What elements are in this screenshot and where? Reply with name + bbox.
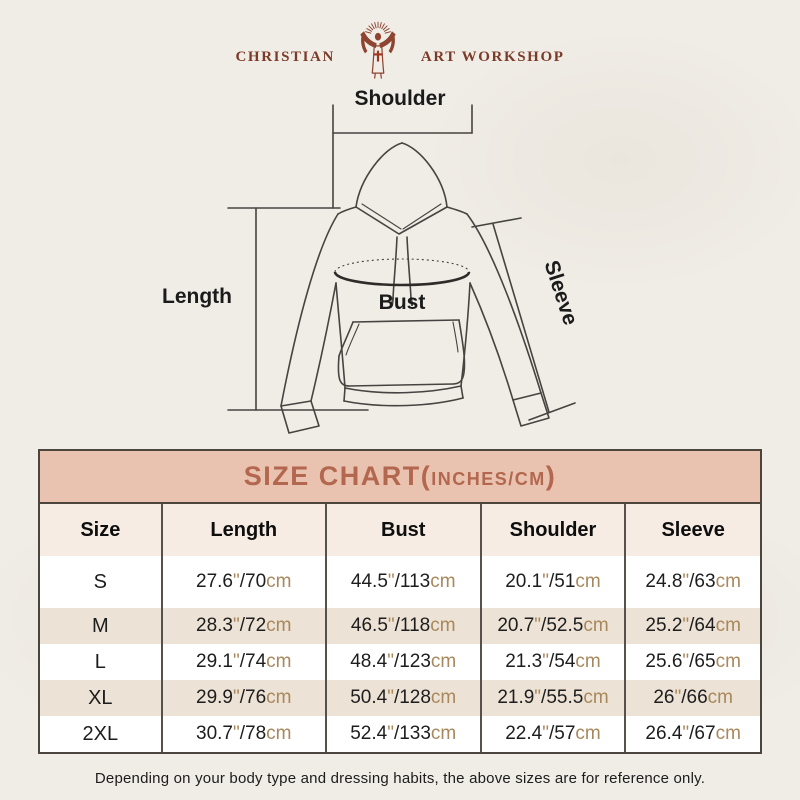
length-measurement: 28.3"/72cm — [160, 608, 326, 644]
size-disclaimer: Depending on your body type and dressing… — [94, 770, 706, 787]
sleeve-measurement: 24.8"/63cm — [624, 556, 760, 608]
sleeve-measurement: 26"/66cm — [624, 680, 760, 716]
size-row-l: L 29.1"/74cm 48.4"/123cm 21.3"/54cm 25.6"/65… — [40, 644, 760, 680]
shoulder-measurement: 20.1"/51cm — [479, 556, 626, 608]
column-header-size: Size — [40, 504, 162, 556]
size-chart-title-unit: INCHES/CM — [431, 469, 546, 489]
size-row-s: S 27.6"/70cm 44.5"/113cm 20.1"/51cm 24.8"/63… — [40, 556, 760, 608]
column-header-bust: Bust — [324, 504, 481, 556]
size-row-2xl: 2XL 30.7"/78cm 52.4"/133cm 22.4"/57cm 26.4"/… — [40, 716, 760, 752]
sleeve-measurement: 26.4"/67cm — [624, 716, 760, 752]
sleeve-measurement: 25.2"/64cm — [624, 608, 760, 644]
column-header-shoulder: Shoulder — [479, 504, 626, 556]
size-label: M — [92, 614, 109, 637]
shoulder-measurement: 21.3"/54cm — [479, 644, 626, 680]
size-chart: SIZE CHART( INCHES/CM ) Size Length Bust… — [38, 449, 762, 754]
length-measurement: 29.1"/74cm — [160, 644, 326, 680]
shoulder-measurement: 21.9"/55.5cm — [479, 680, 626, 716]
size-label: 2XL — [82, 722, 119, 745]
brand-logo: CHRISTIAN — [0, 14, 800, 86]
length-measurement: 29.9"/76cm — [160, 680, 326, 716]
bust-measurement: 46.5"/118cm — [324, 608, 481, 644]
jesus-figure-icon — [344, 17, 412, 83]
size-chart-title-main: SIZE CHART( — [243, 461, 432, 491]
size-chart-title: SIZE CHART( INCHES/CM ) — [40, 451, 760, 504]
size-label: L — [94, 650, 106, 673]
hoodie-measurement-diagram: Shoulder Length Bust Sleeve — [0, 85, 800, 449]
column-header-sleeve: Sleeve — [624, 504, 760, 556]
bust-measurement: 52.4"/133cm — [324, 716, 481, 752]
brand-name-right: ART WORKSHOP — [420, 48, 565, 65]
bust-measurement: 48.4"/123cm — [324, 644, 481, 680]
shoulder-measurement: 20.7"/52.5cm — [479, 608, 626, 644]
size-row-xl: XL 29.9"/76cm 50.4"/128cm 21.9"/55.5cm 26"/6… — [40, 680, 760, 716]
sleeve-measurement: 25.6"/65cm — [624, 644, 760, 680]
length-dimension-label: Length — [162, 285, 232, 308]
hoodie-line-drawing — [227, 104, 576, 434]
size-table-body: S 27.6"/70cm 44.5"/113cm 20.1"/51cm 24.8"/63… — [40, 556, 760, 752]
length-measurement: 30.7"/78cm — [160, 716, 326, 752]
size-table-header-row: Size Length Bust Shoulder Sleeve — [40, 504, 760, 556]
length-measurement: 27.6"/70cm — [160, 556, 326, 608]
size-label: XL — [88, 686, 113, 709]
shoulder-measurement: 22.4"/57cm — [479, 716, 626, 752]
column-header-length: Length — [160, 504, 326, 556]
bust-dimension-label: Bust — [378, 291, 426, 314]
shoulder-dimension-label: Shoulder — [354, 87, 446, 110]
size-label: S — [93, 570, 107, 593]
brand-name-left: CHRISTIAN — [235, 48, 335, 65]
size-row-m: M 28.3"/72cm 46.5"/118cm 20.7"/52.5cm 25.2"/… — [40, 608, 760, 644]
size-table: Size Length Bust Shoulder Sleeve S 27.6"/… — [40, 504, 760, 752]
size-chart-title-close: ) — [545, 461, 557, 491]
bust-measurement: 44.5"/113cm — [324, 556, 481, 608]
bust-measurement: 50.4"/128cm — [324, 680, 481, 716]
